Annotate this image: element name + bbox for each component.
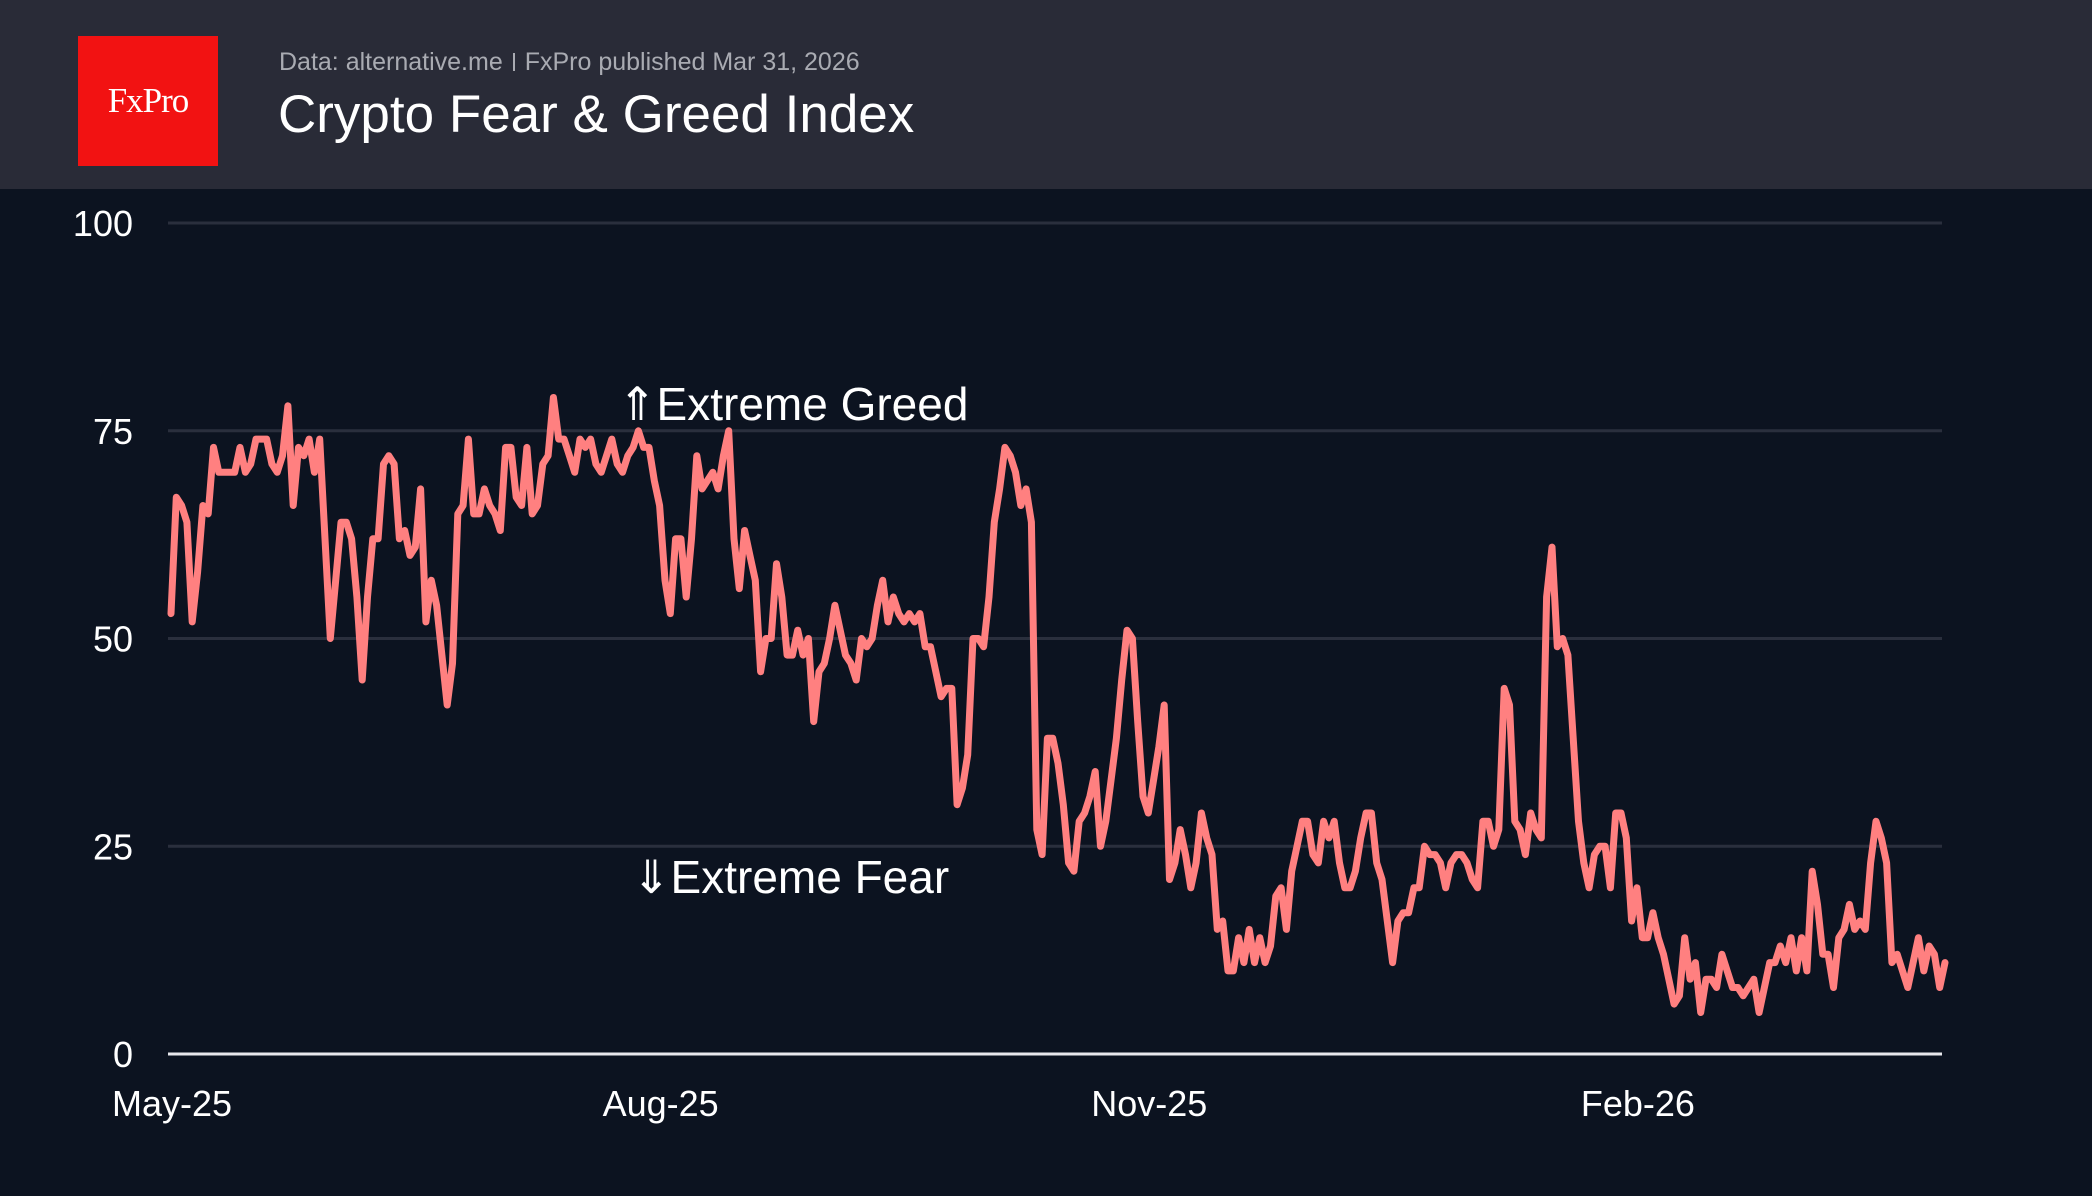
separator bbox=[512, 53, 515, 71]
x-tick-label: Nov-25 bbox=[1091, 1083, 1207, 1124]
y-tick-label: 100 bbox=[73, 203, 133, 244]
fxpro-logo: FxPro bbox=[78, 36, 218, 166]
chart-title: Crypto Fear & Greed Index bbox=[278, 85, 915, 144]
y-tick-label: 50 bbox=[93, 619, 133, 660]
logo-text: FxPro bbox=[107, 81, 190, 120]
x-tick-label: May-25 bbox=[112, 1083, 232, 1124]
published-date: FxPro published Mar 31, 2026 bbox=[524, 48, 860, 76]
y-tick-label: 25 bbox=[93, 826, 133, 867]
data-source: Data: alternative.me bbox=[279, 48, 503, 76]
x-tick-label: Feb-26 bbox=[1581, 1083, 1695, 1124]
header: FxPro Data: alternative.me FxPro publishe… bbox=[0, 0, 2092, 189]
extreme-fear-annotation: ⇓Extreme Fear bbox=[632, 851, 949, 903]
fear-greed-series-line bbox=[167, 394, 1949, 1016]
chart-subtitle: Data: alternative.me FxPro published Mar … bbox=[279, 48, 860, 77]
x-tick-label: Aug-25 bbox=[603, 1083, 719, 1124]
extreme-greed-annotation: ⇑Extreme Greed bbox=[618, 378, 968, 430]
y-tick-label: 75 bbox=[93, 411, 133, 452]
y-tick-label: 0 bbox=[113, 1034, 133, 1075]
